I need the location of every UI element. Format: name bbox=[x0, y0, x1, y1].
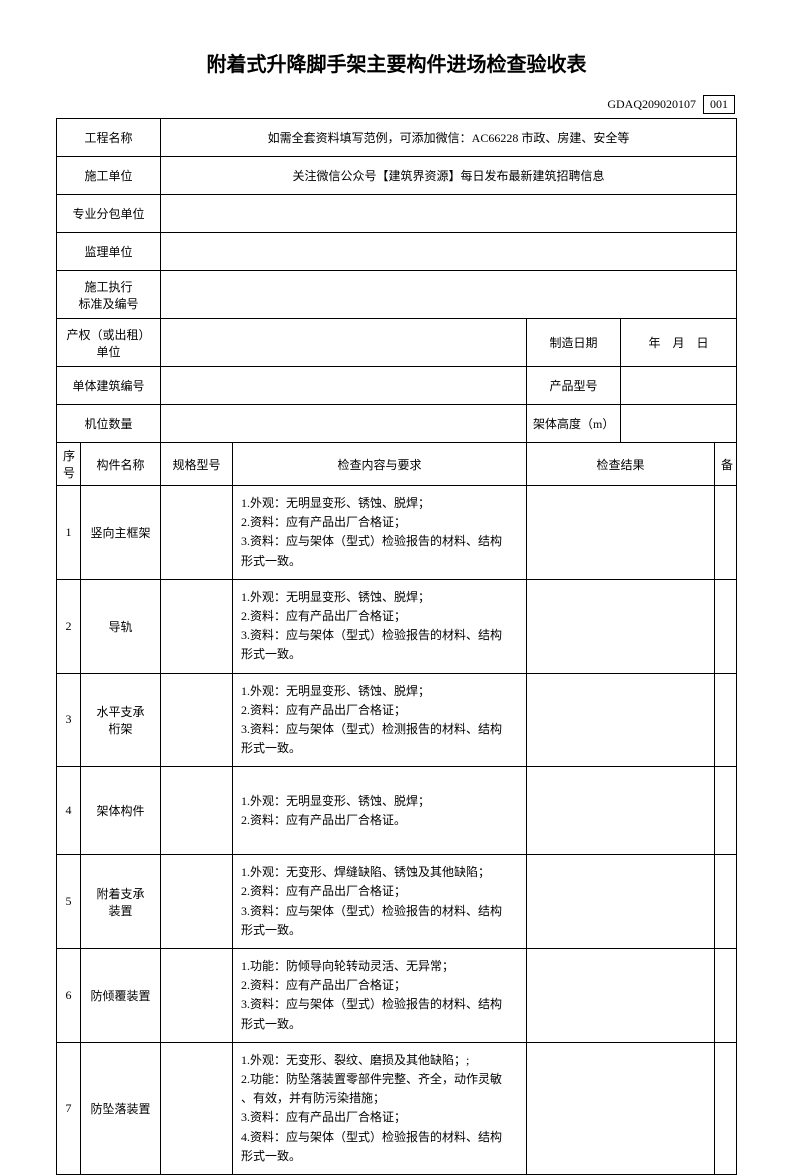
cell-result bbox=[527, 579, 715, 673]
col-result: 检查结果 bbox=[527, 443, 715, 486]
col-remark: 备 bbox=[715, 443, 737, 486]
cell-requirement: 1.外观：无明显变形、锈蚀、脱焊； 2.资料：应有产品出厂合格证。 bbox=[233, 767, 527, 855]
cell-component: 防倾覆装置 bbox=[81, 949, 161, 1043]
label-machine-count: 机位数量 bbox=[57, 405, 161, 443]
cell-requirement: 1.外观：无变形、焊缝缺陷、锈蚀及其他缺陷； 2.资料：应有产品出厂合格证； 3… bbox=[233, 855, 527, 949]
cell-remark bbox=[715, 949, 737, 1043]
cell-seq: 4 bbox=[57, 767, 81, 855]
cell-spec bbox=[161, 767, 233, 855]
cell-component: 架体构件 bbox=[81, 767, 161, 855]
cell-spec bbox=[161, 855, 233, 949]
value-frame-height bbox=[621, 405, 737, 443]
cell-remark bbox=[715, 579, 737, 673]
form-code-number: 001 bbox=[703, 95, 735, 114]
cell-spec bbox=[161, 1042, 233, 1174]
cell-spec bbox=[161, 673, 233, 767]
form-code-line: GDAQ209020107 001 bbox=[56, 95, 737, 114]
col-seq: 序 号 bbox=[57, 443, 81, 486]
cell-result bbox=[527, 673, 715, 767]
cell-spec bbox=[161, 949, 233, 1043]
cell-requirement: 1.功能：防倾导向轮转动灵活、无异常； 2.资料：应有产品出厂合格证； 3.资料… bbox=[233, 949, 527, 1043]
label-subcontractor: 专业分包单位 bbox=[57, 195, 161, 233]
cell-spec bbox=[161, 486, 233, 580]
cell-result bbox=[527, 486, 715, 580]
cell-seq: 7 bbox=[57, 1042, 81, 1174]
cell-component: 竖向主框架 bbox=[81, 486, 161, 580]
cell-seq: 2 bbox=[57, 579, 81, 673]
value-owner bbox=[161, 319, 527, 367]
table-row: 1竖向主框架 1.外观：无明显变形、锈蚀、脱焊； 2.资料：应有产品出厂合格证； … bbox=[57, 486, 737, 580]
value-manufacture-date: 年 月 日 bbox=[621, 319, 737, 367]
value-building-no bbox=[161, 367, 527, 405]
cell-seq: 5 bbox=[57, 855, 81, 949]
value-subcontractor bbox=[161, 195, 737, 233]
page-title: 附着式升降脚手架主要构件进场检查验收表 bbox=[56, 48, 737, 77]
cell-requirement: 1.外观：无明显变形、锈蚀、脱焊； 2.资料：应有产品出厂合格证； 3.资料：应… bbox=[233, 486, 527, 580]
value-construction-unit: 关注微信公众号【建筑界资源】每日发布最新建筑招聘信息 bbox=[161, 157, 737, 195]
cell-seq: 1 bbox=[57, 486, 81, 580]
cell-seq: 6 bbox=[57, 949, 81, 1043]
table-row: 6防倾覆装置 1.功能：防倾导向轮转动灵活、无异常； 2.资料：应有产品出厂合格证… bbox=[57, 949, 737, 1043]
cell-remark bbox=[715, 673, 737, 767]
label-building-no: 单体建筑编号 bbox=[57, 367, 161, 405]
cell-result bbox=[527, 855, 715, 949]
label-supervisor: 监理单位 bbox=[57, 233, 161, 271]
value-supervisor bbox=[161, 233, 737, 271]
value-project-name: 如需全套资料填写范例，可添加微信：AC66228 市政、房建、安全等 bbox=[161, 119, 737, 157]
cell-requirement: 1.外观：无明显变形、锈蚀、脱焊； 2.资料：应有产品出厂合格证； 3.资料：应… bbox=[233, 673, 527, 767]
cell-requirement: 1.外观：无变形、裂纹、磨损及其他缺陷；; 2.功能：防坠落装置零部件完整、齐全… bbox=[233, 1042, 527, 1174]
table-row: 7防坠落装置 1.外观：无变形、裂纹、磨损及其他缺陷；; 2.功能：防坠落装置零部… bbox=[57, 1042, 737, 1174]
label-project-name: 工程名称 bbox=[57, 119, 161, 157]
table-row: 3水平支承 桁架 1.外观：无明显变形、锈蚀、脱焊； 2.资料：应有产品出厂合格证… bbox=[57, 673, 737, 767]
table-row: 5附着支承 装置 1.外观：无变形、焊缝缺陷、锈蚀及其他缺陷； 2.资料：应有产品… bbox=[57, 855, 737, 949]
cell-remark bbox=[715, 855, 737, 949]
value-machine-count bbox=[161, 405, 527, 443]
cell-remark bbox=[715, 767, 737, 855]
label-frame-height: 架体高度（m） bbox=[527, 405, 621, 443]
cell-component: 导轨 bbox=[81, 579, 161, 673]
cell-result bbox=[527, 949, 715, 1043]
col-component: 构件名称 bbox=[81, 443, 161, 486]
value-product-model bbox=[621, 367, 737, 405]
cell-requirement: 1.外观：无明显变形、锈蚀、脱焊； 2.资料：应有产品出厂合格证； 3.资料：应… bbox=[233, 579, 527, 673]
form-code-prefix: GDAQ209020107 bbox=[607, 97, 696, 111]
label-product-model: 产品型号 bbox=[527, 367, 621, 405]
value-standard bbox=[161, 271, 737, 319]
table-row: 4架体构件 1.外观：无明显变形、锈蚀、脱焊； 2.资料：应有产品出厂合格证。 bbox=[57, 767, 737, 855]
label-standard: 施工执行 标准及编号 bbox=[57, 271, 161, 319]
cell-component: 水平支承 桁架 bbox=[81, 673, 161, 767]
cell-component: 防坠落装置 bbox=[81, 1042, 161, 1174]
col-spec: 规格型号 bbox=[161, 443, 233, 486]
cell-result bbox=[527, 767, 715, 855]
label-owner: 产权（或出租） 单位 bbox=[57, 319, 161, 367]
table-row: 2导轨 1.外观：无明显变形、锈蚀、脱焊； 2.资料：应有产品出厂合格证； 3.资… bbox=[57, 579, 737, 673]
label-construction-unit: 施工单位 bbox=[57, 157, 161, 195]
cell-seq: 3 bbox=[57, 673, 81, 767]
label-manufacture-date: 制造日期 bbox=[527, 319, 621, 367]
inspection-form-table: 工程名称 如需全套资料填写范例，可添加微信：AC66228 市政、房建、安全等 … bbox=[56, 118, 737, 1175]
cell-spec bbox=[161, 579, 233, 673]
cell-result bbox=[527, 1042, 715, 1174]
cell-remark bbox=[715, 1042, 737, 1174]
cell-remark bbox=[715, 486, 737, 580]
cell-component: 附着支承 装置 bbox=[81, 855, 161, 949]
col-requirement: 检查内容与要求 bbox=[233, 443, 527, 486]
